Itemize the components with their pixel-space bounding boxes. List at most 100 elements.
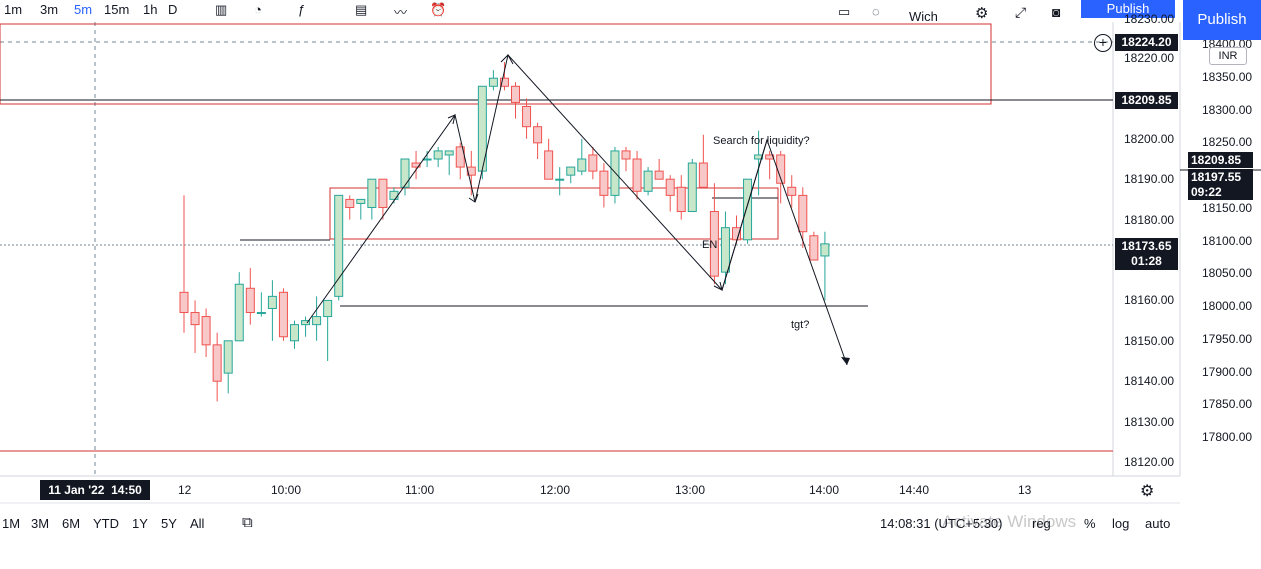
interval-1h[interactable]: 1h	[143, 2, 158, 17]
time-label-13: 13	[1018, 483, 1032, 497]
time-label-1400: 14:00	[809, 483, 840, 497]
alarm-icon[interactable]: ⏰	[430, 2, 447, 17]
candles-group	[179, 62, 830, 402]
currency-selector[interactable]: INR	[1209, 47, 1247, 65]
candle-body	[798, 194, 808, 233]
candle-body	[643, 170, 653, 192]
swing-arrow-icon	[447, 114, 456, 125]
range-6m[interactable]: 6M	[62, 516, 81, 531]
range-ytd[interactable]: YTD	[93, 516, 119, 531]
range-1m[interactable]: 1M	[2, 516, 21, 531]
candle	[787, 175, 797, 208]
regular-session-toggle[interactable]: reg	[1032, 516, 1051, 531]
time-label-1200: 12:00	[540, 483, 571, 497]
candle	[488, 70, 498, 91]
candle	[555, 167, 565, 196]
log-toggle[interactable]: log	[1112, 516, 1130, 531]
candle-body	[765, 154, 775, 160]
supply-zone[interactable]	[0, 23, 992, 105]
interval-d[interactable]: D	[168, 2, 178, 17]
clock-display[interactable]: 14:08:31 (UTC+5:30)	[880, 516, 1003, 531]
interval-5m[interactable]: 5m	[74, 2, 93, 17]
percent-toggle[interactable]: %	[1084, 516, 1096, 531]
candles-icon[interactable]: ▥	[215, 2, 228, 17]
candle	[720, 211, 730, 285]
interval-1m[interactable]: 1m	[4, 2, 23, 17]
entry-note[interactable]: EN	[702, 239, 718, 251]
search-liquidity-note[interactable]: Search for liquidity?	[713, 135, 810, 147]
candle	[654, 159, 664, 180]
candle-body	[267, 295, 277, 309]
outer-price-tick-label: 17950.00	[1202, 331, 1253, 346]
candle-body	[621, 150, 631, 160]
range-3m[interactable]: 3M	[31, 516, 50, 531]
window-icon[interactable]: ▭	[838, 4, 851, 19]
candle	[499, 62, 509, 91]
candle	[278, 288, 288, 341]
candle-body	[466, 166, 476, 176]
range-1y[interactable]: 1Y	[132, 516, 148, 531]
wave-path[interactable]	[306, 53, 848, 366]
candle	[256, 292, 266, 317]
indicators-icon[interactable]: ◔	[254, 2, 262, 17]
candle	[765, 150, 775, 180]
candle-body	[411, 162, 421, 168]
candle-body	[787, 186, 797, 196]
layout-icon[interactable]: ▤	[355, 2, 368, 17]
candle-body	[400, 158, 410, 188]
time-label-1440: 14:40	[899, 483, 930, 497]
interval-15m[interactable]: 15m	[104, 2, 130, 17]
candle-body	[820, 243, 830, 257]
candle-body	[522, 105, 532, 128]
candle-body	[488, 77, 498, 87]
function-icon[interactable]: ƒ	[298, 2, 306, 17]
candle-body	[256, 312, 266, 315]
candle	[643, 167, 653, 196]
candle-body	[632, 158, 642, 192]
candle-body	[290, 324, 299, 342]
candle	[754, 130, 764, 196]
withdraw-label[interactable]: Wich	[909, 9, 938, 24]
camera-menu-icon[interactable]: ◌	[872, 4, 880, 19]
settings-icon[interactable]: ⚙	[975, 5, 989, 22]
candle-body	[599, 170, 609, 196]
snapshot-icon[interactable]: ◙	[1052, 4, 1061, 20]
candle	[687, 159, 697, 213]
price-tick-label: 18120.00	[1124, 455, 1175, 469]
candle-body	[422, 158, 432, 161]
range-zone[interactable]	[329, 187, 779, 240]
interval-3m[interactable]: 3m	[40, 2, 59, 17]
trend-icon[interactable]: 〰	[394, 5, 408, 20]
candle-body	[223, 340, 233, 374]
candle-body	[698, 162, 708, 188]
candle	[433, 146, 443, 168]
add-alert-icon[interactable]: +	[1094, 34, 1112, 52]
range-all[interactable]: All	[190, 516, 205, 531]
candle	[367, 178, 377, 220]
publish-button-behind[interactable]: Publish	[1081, 0, 1175, 18]
auto-toggle[interactable]: auto	[1145, 516, 1171, 531]
candle	[179, 195, 189, 333]
candle	[621, 146, 631, 172]
range-5y[interactable]: 5Y	[161, 516, 177, 531]
candle	[588, 146, 598, 180]
outer-price-tick-label: 18150.00	[1202, 200, 1253, 215]
price-tick-label: 18150.00	[1124, 333, 1175, 348]
target-note[interactable]: tgt?	[791, 319, 810, 331]
outer-price-tick-label: 18350.00	[1202, 70, 1253, 84]
liquidity-leg[interactable]	[721, 139, 768, 291]
date-range-icon[interactable]: ⧉	[242, 514, 253, 531]
chart-settings-icon[interactable]: ⚙	[1140, 483, 1155, 500]
low-arrow-icon	[468, 193, 479, 203]
candle	[533, 122, 543, 159]
publish-button[interactable]: Publish	[1183, 0, 1261, 40]
candle-body	[433, 150, 443, 160]
candle-body	[709, 211, 719, 277]
fullscreen-icon[interactable]: ⤢	[1015, 4, 1027, 20]
time-label-1000: 10:00	[271, 483, 302, 497]
candle	[212, 332, 222, 402]
candle-body	[323, 299, 333, 318]
candle-body	[201, 316, 211, 346]
candle-body	[190, 312, 200, 326]
